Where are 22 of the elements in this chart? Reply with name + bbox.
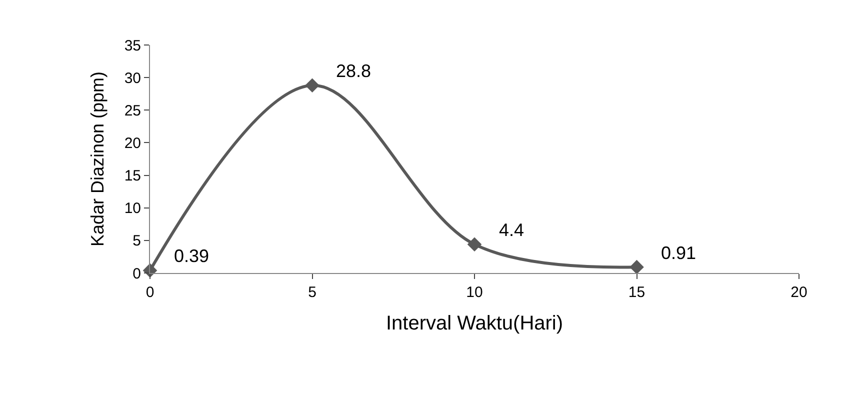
y-tick-label: 0	[132, 265, 141, 282]
x-tick-label: 15	[628, 284, 646, 301]
x-tick-label: 20	[790, 284, 808, 301]
y-axis-title: Kadar Diazinon (ppm)	[88, 71, 108, 247]
y-tick-label: 5	[132, 232, 141, 250]
y-tick-label: 15	[124, 168, 141, 185]
data-label: 4.4	[499, 220, 524, 240]
x-tick-label: 5	[308, 284, 316, 301]
y-tick-label: 10	[124, 200, 141, 218]
y-tick-label: 25	[124, 102, 141, 120]
point	[630, 260, 644, 274]
y-tick-label: 30	[124, 70, 141, 87]
point	[305, 78, 320, 93]
x-axis-title: Interval Waktu(Hari)	[386, 312, 564, 334]
x-tick-label: 0	[146, 284, 154, 301]
point	[467, 237, 482, 252]
y-tick-label: 35	[124, 37, 141, 54]
x-tick-label: 10	[466, 284, 483, 301]
data-label: 0.91	[661, 243, 696, 263]
data-label: 0.39	[174, 246, 210, 266]
data-label: 28.8	[336, 61, 372, 81]
y-tick-label: 20	[124, 134, 141, 152]
